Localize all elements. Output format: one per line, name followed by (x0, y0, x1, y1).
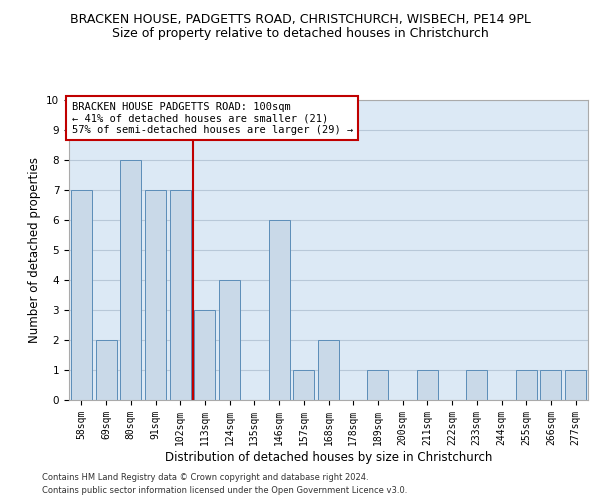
Y-axis label: Number of detached properties: Number of detached properties (28, 157, 41, 343)
Text: Contains public sector information licensed under the Open Government Licence v3: Contains public sector information licen… (42, 486, 407, 495)
Text: Contains HM Land Registry data © Crown copyright and database right 2024.: Contains HM Land Registry data © Crown c… (42, 472, 368, 482)
Bar (269, 220, 290, 400)
Bar (219, 280, 240, 400)
Bar (170, 190, 191, 400)
Bar (318, 340, 339, 400)
Text: BRACKEN HOUSE PADGETTS ROAD: 100sqm
← 41% of detached houses are smaller (21)
57: BRACKEN HOUSE PADGETTS ROAD: 100sqm ← 41… (71, 102, 353, 134)
Text: BRACKEN HOUSE, PADGETTS ROAD, CHRISTCHURCH, WISBECH, PE14 9PL: BRACKEN HOUSE, PADGETTS ROAD, CHRISTCHUR… (70, 12, 530, 26)
Bar (194, 310, 215, 400)
Bar (516, 370, 537, 400)
Bar (541, 370, 562, 400)
Text: Size of property relative to detached houses in Christchurch: Size of property relative to detached ho… (112, 28, 488, 40)
Bar (293, 370, 314, 400)
Bar (367, 370, 388, 400)
Bar (71, 190, 92, 400)
Bar (466, 370, 487, 400)
X-axis label: Distribution of detached houses by size in Christchurch: Distribution of detached houses by size … (165, 450, 492, 464)
Bar (565, 370, 586, 400)
Bar (120, 160, 141, 400)
Bar (95, 340, 116, 400)
Bar (417, 370, 438, 400)
Bar (145, 190, 166, 400)
